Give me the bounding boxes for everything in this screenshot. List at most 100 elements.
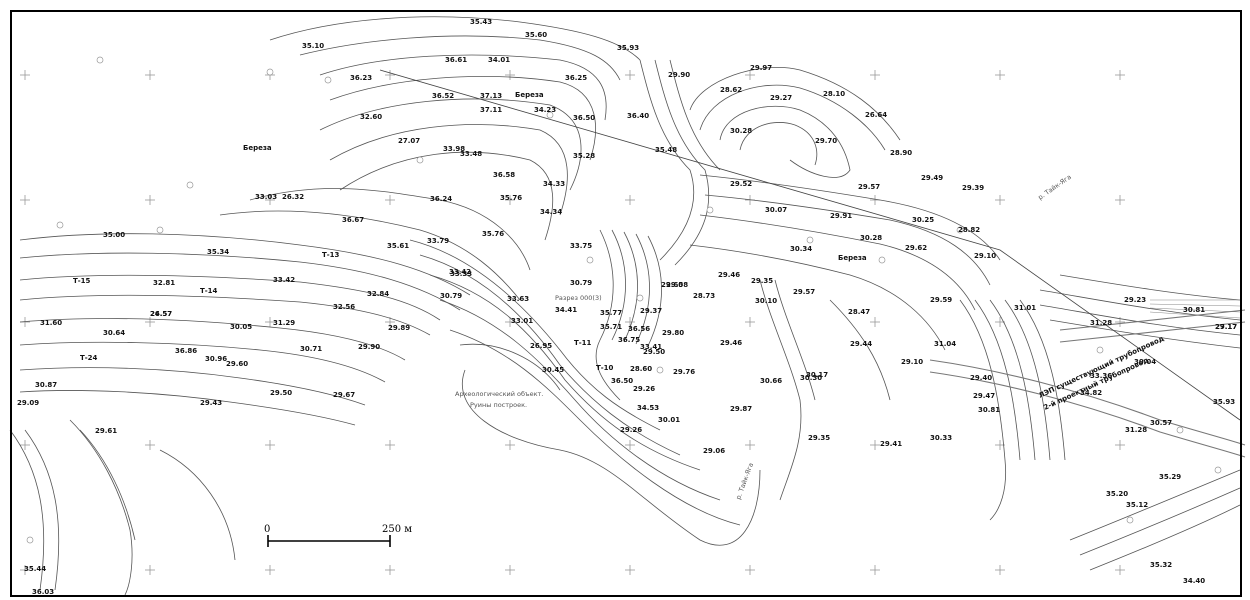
elevation-label: 29.57 <box>858 183 880 191</box>
elevation-label: 36.75 <box>618 336 640 344</box>
elevation-label: 24.57 <box>150 310 172 318</box>
stakes-label-1: Береза <box>243 144 272 152</box>
elevation-label: 29.35 <box>808 434 830 442</box>
elevation-label: 29.57 <box>793 288 815 296</box>
elevation-label: 34.40 <box>1183 577 1205 585</box>
elevation-label: 33.36 <box>1090 372 1112 380</box>
elevation-label: 31.28 <box>1125 426 1147 434</box>
elevation-label: 32.56 <box>333 303 355 311</box>
pipelines <box>929 309 1246 458</box>
elevation-label: 36.25 <box>565 74 587 82</box>
elevation-label: 28.47 <box>848 308 870 316</box>
elevation-label: 29.59 <box>930 296 952 304</box>
pit-label: Разрез 000(3) <box>555 294 602 302</box>
elevation-label: 35.76 <box>500 194 522 202</box>
elevation-label: 33.79 <box>427 237 449 245</box>
elevation-label: 35.60 <box>525 31 547 39</box>
elevation-label: 29.52 <box>730 180 752 188</box>
elevation-label: 30.57 <box>1150 419 1172 427</box>
elevation-label: 36.50 <box>573 114 595 122</box>
elevation-label: 29.46 <box>718 271 740 279</box>
elevation-label: 30.45 <box>542 366 564 374</box>
elevation-label: 35.29 <box>1159 473 1181 481</box>
elevation-label: 30.28 <box>730 127 752 135</box>
elevation-label: 29.70 <box>815 137 837 145</box>
elevation-label: 34.33 <box>543 180 565 188</box>
elevation-label: 29.47 <box>973 392 995 400</box>
elevation-label: 35.34 <box>207 248 229 256</box>
contour-lines <box>9 16 1241 596</box>
elevation-label: 29.50 <box>643 348 665 356</box>
point-label: Т-11 <box>574 339 592 347</box>
stakes-label-2: Береза <box>515 91 544 99</box>
elevation-label: 27.07 <box>398 137 420 145</box>
elevation-label: 36.24 <box>430 195 452 203</box>
elevation-label: 28.90 <box>890 149 912 157</box>
elevation-label: 37.11 <box>480 106 502 114</box>
elevation-label: 29.17 <box>1215 323 1237 331</box>
elevation-label: 33.01 <box>511 317 533 325</box>
scale-bar: 0 250 м <box>264 524 412 547</box>
elevation-label: 33.33 <box>450 270 472 278</box>
elevation-label: 35.32 <box>1150 561 1172 569</box>
ruins-label: Руины построек. <box>470 401 527 409</box>
elevation-label: 29.41 <box>880 440 902 448</box>
elevation-label: 29.10 <box>974 252 996 260</box>
elevation-label: 33.41 <box>640 343 662 351</box>
elevation-label: 30.05 <box>230 323 252 331</box>
elevation-label: 35.44 <box>24 565 46 573</box>
elevation-label: 33.03 <box>255 193 277 201</box>
elevation-label: 28.60 <box>630 365 652 373</box>
elevation-label: 29.97 <box>750 64 772 72</box>
elevation-label: 29.60 <box>226 360 248 368</box>
elevation-label: 33.42 <box>273 276 295 284</box>
elevation-label: 36.23 <box>350 74 372 82</box>
elevation-label: 32.84 <box>367 290 389 298</box>
elevation-label: 29.35 <box>751 277 773 285</box>
elevation-label: 36.86 <box>175 347 197 355</box>
elevation-label: 26.95 <box>530 342 552 350</box>
elevation-label: 35.76 <box>482 230 504 238</box>
elevation-label: 36.67 <box>342 216 364 224</box>
elevation-label: 34.34 <box>540 208 562 216</box>
elevation-label: 30.79 <box>570 279 592 287</box>
elevation-label: 30.34 <box>790 245 812 253</box>
elevation-label: 29.39 <box>962 184 984 192</box>
elevation-label: 36.50 <box>611 377 633 385</box>
elevation-label: 36.52 <box>432 92 454 100</box>
elevation-label: 35.10 <box>302 42 324 50</box>
map-frame <box>10 10 1242 597</box>
elevation-label: 33.98 <box>443 145 465 153</box>
point-label: Т-14 <box>200 287 218 295</box>
elevation-label: 29.10 <box>901 358 923 366</box>
elevation-label: 29.90 <box>668 71 690 79</box>
elevation-label: 29.50 <box>270 389 292 397</box>
elevation-label: 33.48 <box>460 150 482 158</box>
point-label: Т-10 <box>596 364 614 372</box>
elevation-label: 30.96 <box>205 355 227 363</box>
elevation-label: 29.26 <box>620 426 642 434</box>
elevation-label: 29.62 <box>905 244 927 252</box>
elevation-label: 29.87 <box>730 405 752 413</box>
elevation-label: 34.41 <box>555 306 577 314</box>
elevation-label: 27.17 <box>1215 323 1237 331</box>
elevation-label: 26.32 <box>282 193 304 201</box>
elevation-label: 30.81 <box>978 406 1000 414</box>
elevation-label: 34.82 <box>1080 389 1102 397</box>
elevation-label: 35.93 <box>617 44 639 52</box>
elevation-label: 35.28 <box>573 152 595 160</box>
elevation-label: 35.71 <box>600 323 622 331</box>
elevation-label: 31.29 <box>273 319 295 327</box>
elevation-label: 32.60 <box>360 113 382 121</box>
point-label: Т-15 <box>73 277 91 285</box>
elevation-label: 35.43 <box>470 18 492 26</box>
point-label: Т-13 <box>322 251 340 259</box>
elevation-label: 28.10 <box>823 90 845 98</box>
elevation-label: 29.58 <box>666 281 688 289</box>
elevation-label: 31.04 <box>934 340 956 348</box>
elevation-label: 28.82 <box>958 226 980 234</box>
elevation-label: 29.80 <box>662 329 684 337</box>
elevation-label: 28.62 <box>720 86 742 94</box>
stakes-label-3: Береза <box>838 254 867 262</box>
